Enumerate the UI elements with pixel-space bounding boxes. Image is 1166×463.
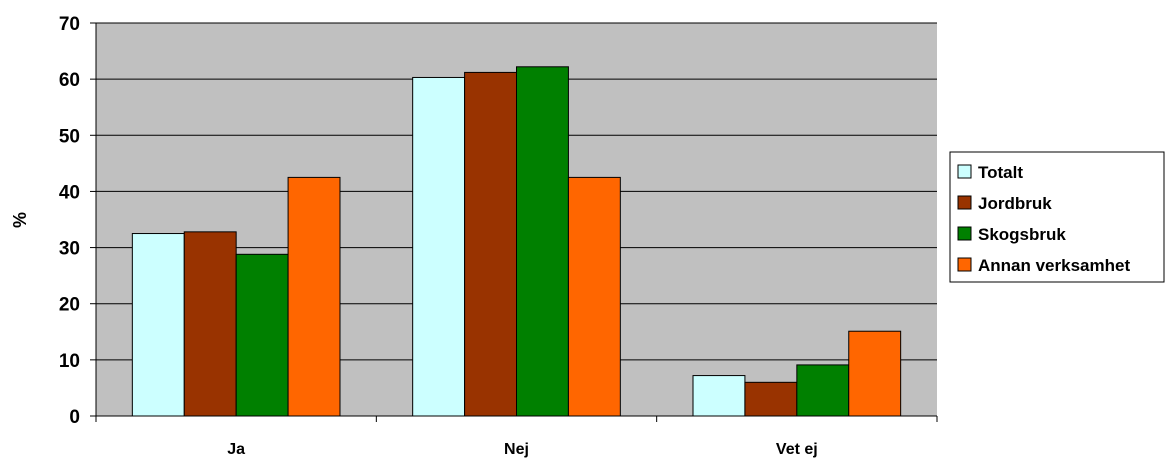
- y-axis-title: %: [10, 212, 30, 228]
- x-tick-label: Ja: [227, 441, 245, 458]
- x-tick-label: Vet ej: [776, 441, 818, 458]
- x-axis-ticks: Ja Nej Vet ej: [95, 416, 938, 458]
- bar-skogsbruk-ja: [235, 253, 289, 417]
- legend-swatch: [957, 257, 972, 272]
- bar-skogsbruk-vet-ej: [796, 364, 850, 417]
- legend-label: Jordbruk: [978, 194, 1052, 213]
- y-axis-ticks: 0 10 20 30 40 50 60 70: [59, 14, 96, 428]
- legend: Totalt Jordbruk Skogsbruk Annan verksamhet: [949, 151, 1165, 283]
- bar-jordbruk-ja: [183, 231, 237, 417]
- legend-swatch: [957, 226, 972, 241]
- legend-label: Skogsbruk: [978, 225, 1066, 244]
- bar-annan-verksamhet-vet-ej: [848, 330, 902, 417]
- bar-totalt-vet-ej: [692, 375, 746, 417]
- y-tick-label: 0: [69, 407, 80, 428]
- legend-swatch: [957, 164, 972, 179]
- legend-label: Totalt: [978, 163, 1023, 182]
- x-tick-label: Nej: [504, 441, 529, 458]
- y-tick-label: 70: [59, 14, 80, 35]
- y-tick-label: 60: [59, 70, 80, 91]
- bar-annan-verksamhet-ja: [287, 176, 341, 417]
- bar-totalt-nej: [412, 76, 466, 417]
- y-tick-label: 40: [59, 182, 80, 203]
- legend-box: [949, 151, 1165, 283]
- legend-swatch: [957, 195, 972, 210]
- legend-label: Annan verksamhet: [978, 256, 1130, 275]
- bar-skogsbruk-nej: [516, 66, 569, 417]
- bar-totalt-ja: [131, 233, 185, 417]
- bar-annan-verksamhet-nej: [567, 176, 621, 417]
- bar-jordbruk-vet-ej: [744, 381, 798, 417]
- bar-jordbruk-nej: [464, 71, 518, 417]
- y-tick-label: 50: [59, 126, 80, 147]
- y-tick-label: 30: [59, 239, 80, 260]
- y-tick-label: 10: [59, 351, 80, 372]
- y-tick-label: 20: [59, 295, 80, 316]
